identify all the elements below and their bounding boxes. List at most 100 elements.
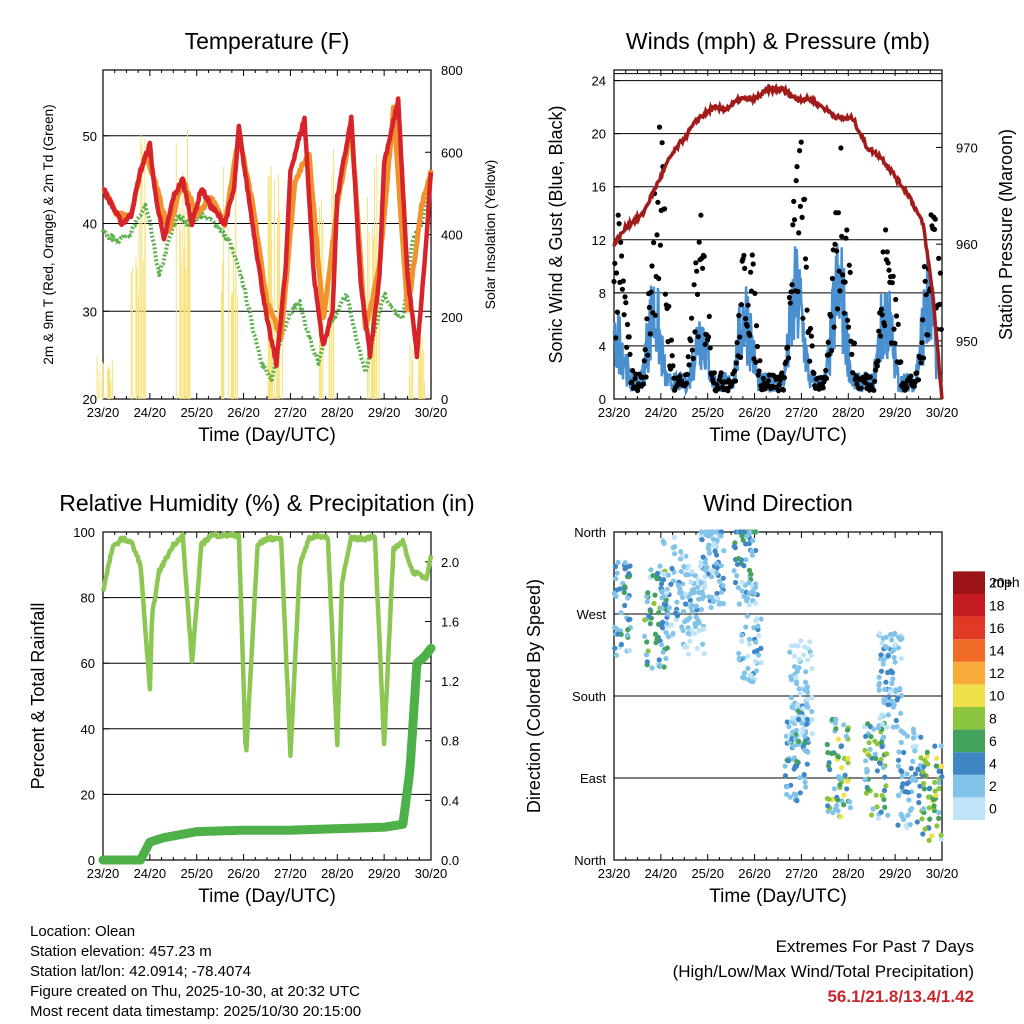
gust-point <box>786 294 793 301</box>
gust-point <box>937 301 943 307</box>
direction-point <box>878 652 884 658</box>
gust-point <box>629 379 635 385</box>
gust-point <box>886 267 892 273</box>
direction-point <box>829 750 835 757</box>
gust-point <box>622 294 628 300</box>
direction-point <box>913 743 919 750</box>
direction-point <box>611 590 617 597</box>
direction-point <box>804 716 811 723</box>
direction-point <box>879 793 885 799</box>
x-tick-label: 27/20 <box>274 405 307 420</box>
direction-point <box>904 771 910 777</box>
direction-point <box>660 538 666 544</box>
y-tick-label: 0 <box>88 853 95 868</box>
direction-point <box>891 702 897 708</box>
gust-point <box>641 358 648 364</box>
direction-point <box>915 766 921 772</box>
direction-point <box>838 743 845 749</box>
direction-point <box>787 794 793 800</box>
direction-point <box>885 812 891 818</box>
x-tick-label: 25/20 <box>691 866 724 881</box>
direction-point <box>627 563 633 569</box>
x-tick-label: 24/20 <box>134 405 167 420</box>
colorbar-label: 2 <box>989 778 997 794</box>
gust-point <box>877 333 884 339</box>
direction-point <box>804 701 810 707</box>
gust-point <box>789 282 795 288</box>
y-tick-label: 20 <box>592 127 606 142</box>
gust-point <box>619 253 625 259</box>
gust-point <box>615 212 621 218</box>
direction-point <box>936 768 942 775</box>
direction-point <box>885 669 891 676</box>
direction-point <box>793 792 799 798</box>
direction-point <box>706 550 713 556</box>
direction-point <box>920 831 926 837</box>
direction-point <box>873 792 879 798</box>
direction-point <box>925 794 932 800</box>
direction-point <box>714 595 720 601</box>
colorbar-swatch <box>953 661 985 685</box>
gust-point <box>733 360 739 366</box>
direction-point <box>809 665 815 672</box>
direction-point <box>784 784 790 790</box>
direction-point <box>901 749 907 756</box>
gust-point <box>659 140 665 146</box>
direction-point <box>832 720 838 726</box>
y2-tick-label: 200 <box>441 310 463 325</box>
gust-point <box>616 221 622 227</box>
direction-point <box>895 763 902 769</box>
direction-point <box>714 565 720 571</box>
gust-point <box>706 313 712 319</box>
gust-point <box>666 303 672 309</box>
direction-point <box>866 740 872 746</box>
direction-point <box>804 761 810 767</box>
gust-point <box>707 345 713 351</box>
gust-point <box>640 381 647 387</box>
direction-point <box>758 645 764 652</box>
colorbar-label: 8 <box>989 710 997 726</box>
temperature-panel: 23/20 24/20 25/20 26/20 27/20 28/20 29/20 30/20… <box>41 28 498 446</box>
direction-point <box>743 557 749 563</box>
direction-point <box>845 755 851 761</box>
direction-point <box>906 797 912 803</box>
direction-point <box>751 625 757 631</box>
gust-point <box>797 148 803 154</box>
gust-point <box>668 337 675 343</box>
direction-point <box>896 634 902 640</box>
direction-point <box>877 760 883 767</box>
gust-point <box>832 241 838 247</box>
direction-point <box>615 559 621 566</box>
gust-point <box>885 260 891 266</box>
dewpoint-line <box>101 178 433 382</box>
direction-point <box>665 634 672 640</box>
direction-point <box>936 785 942 792</box>
direction-point <box>627 616 633 622</box>
gust-point <box>829 275 836 282</box>
direction-point <box>890 724 897 730</box>
gust-point <box>835 210 842 216</box>
direction-point <box>709 594 715 600</box>
direction-point <box>739 638 745 645</box>
gust-point <box>844 227 850 233</box>
gust-point <box>649 263 655 269</box>
direction-point <box>750 538 756 544</box>
gust-point <box>931 226 938 232</box>
gust-point <box>890 273 896 279</box>
gust-point <box>612 260 618 266</box>
direction-point <box>787 649 793 655</box>
gust-point <box>893 313 900 319</box>
direction-point <box>846 799 853 805</box>
direction-point <box>665 611 671 617</box>
colorbar-swatch <box>953 616 985 640</box>
direction-point <box>749 548 755 554</box>
direction-point <box>645 648 651 654</box>
direction-point <box>641 633 648 639</box>
x-tick-label: 23/20 <box>87 405 120 420</box>
rh-line <box>100 531 434 759</box>
direction-point <box>882 804 888 811</box>
direction-point <box>898 739 904 746</box>
y-tick-label: 80 <box>81 591 95 606</box>
direction-point <box>894 697 900 703</box>
direction-point <box>657 662 663 669</box>
